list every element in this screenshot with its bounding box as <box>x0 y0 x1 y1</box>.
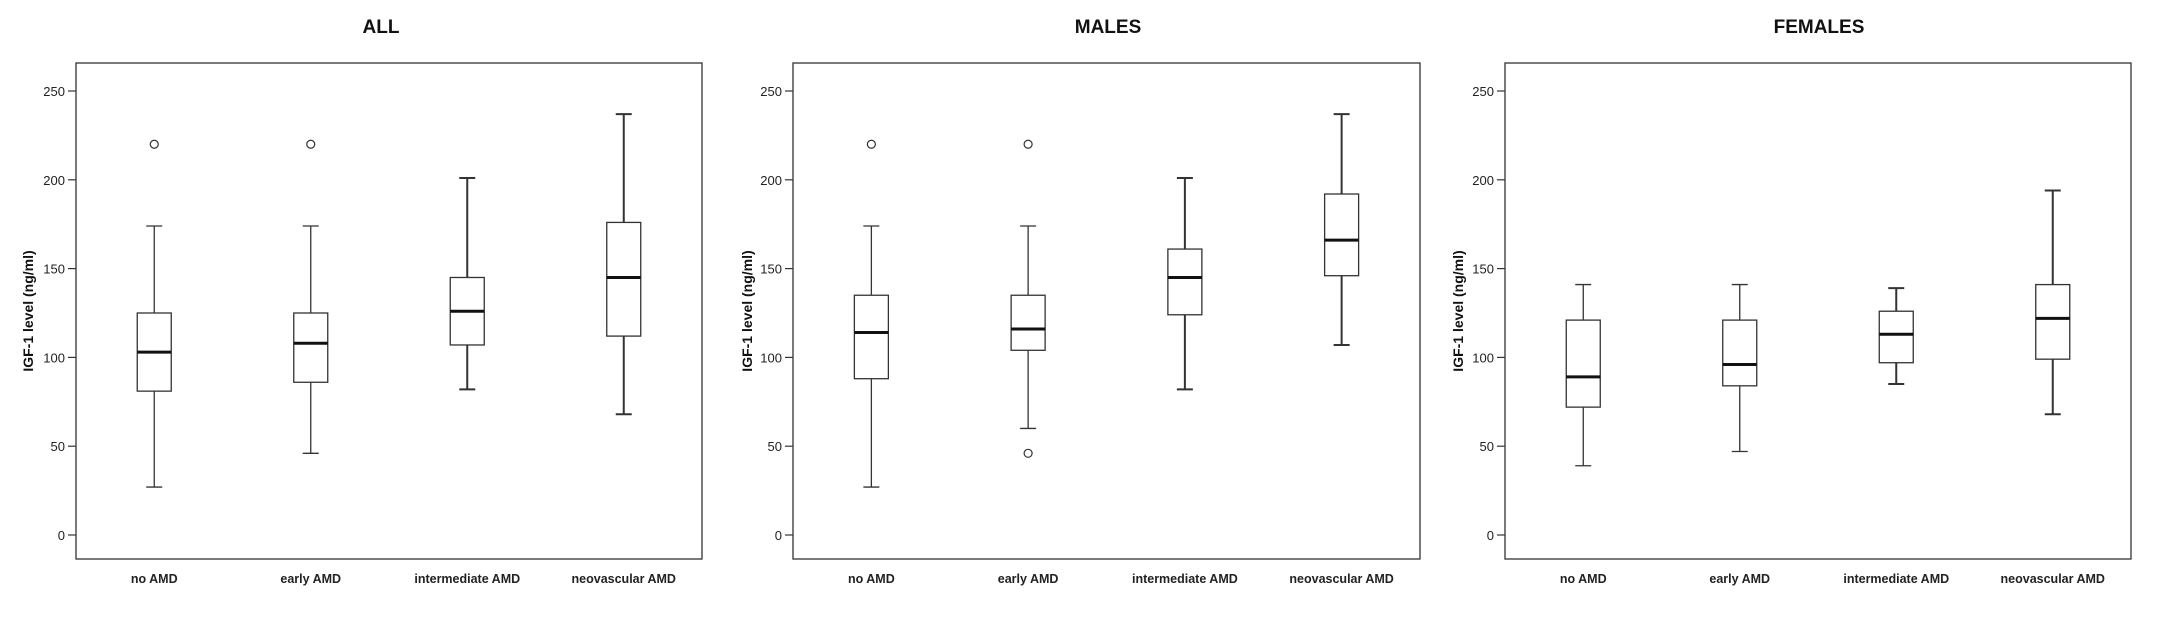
box-early-amd <box>1010 139 1046 458</box>
x-category-label: no AMD <box>131 572 178 586</box>
plot-frame <box>75 62 703 560</box>
x-category-label: intermediate AMD <box>1843 572 1949 586</box>
y-axis-label: IGF-1 level (ng/ml) <box>20 250 36 371</box>
iqr-box <box>1878 310 1914 364</box>
box-no-amd <box>1565 283 1601 467</box>
y-tick-label: 50 <box>1480 439 1494 454</box>
box-neovascular-amd <box>2035 189 2071 416</box>
outlier-point <box>306 139 316 149</box>
outlier-point <box>149 139 159 149</box>
panel-females: FEMALES 0 50 100 150 200 250 IGF-1 level (ng/ml… <box>1450 17 2132 586</box>
box-intermediate-amd <box>449 177 485 391</box>
y-tick-label: 100 <box>43 350 65 365</box>
panel-title: MALES <box>1075 17 1142 38</box>
y-tick-label: 150 <box>1472 262 1494 277</box>
outlier-point <box>1023 139 1033 149</box>
y-tick-label: 0 <box>775 528 782 543</box>
x-category-label: intermediate AMD <box>414 572 520 586</box>
y-tick-label: 150 <box>43 262 65 277</box>
y-axis-label: IGF-1 level (ng/ml) <box>1450 250 1466 371</box>
y-tick-label: 200 <box>1472 173 1494 188</box>
iqr-box <box>293 312 329 383</box>
box-no-amd <box>136 139 172 488</box>
x-category-label: no AMD <box>1560 572 1607 586</box>
y-tick-label: 250 <box>760 84 782 99</box>
y-tick-label: 200 <box>760 173 782 188</box>
iqr-box <box>1010 294 1046 351</box>
y-tick-label: 0 <box>1487 528 1494 543</box>
panel-title: ALL <box>363 17 400 38</box>
box-early-amd <box>293 139 329 454</box>
y-tick-label: 50 <box>51 439 65 454</box>
box-no-amd <box>853 139 890 488</box>
iqr-box <box>853 294 890 380</box>
x-category-label: early AMD <box>280 572 341 586</box>
plot-frame <box>1504 62 2132 560</box>
panel-males: MALES 0 50 100 150 200 250 IGF-1 level (ng/ml) n… <box>739 17 1421 586</box>
iqr-box <box>1323 193 1360 277</box>
y-tick-label: 200 <box>43 173 65 188</box>
box-neovascular-amd <box>1323 113 1360 346</box>
x-category-label: no AMD <box>848 572 895 586</box>
box-intermediate-amd <box>1167 177 1203 391</box>
panel-all: ALL 0 50 100 150 200 250 IGF-1 level (ng/ml) no … <box>20 17 703 586</box>
box-intermediate-amd <box>1878 287 1914 386</box>
y-tick-label: 50 <box>768 439 782 454</box>
iqr-box <box>606 221 642 337</box>
y-tick-label: 100 <box>1472 350 1494 365</box>
x-category-label: neovascular AMD <box>2001 572 2105 586</box>
outlier-point <box>866 139 876 149</box>
iqr-box <box>1722 319 1758 387</box>
x-category-label: intermediate AMD <box>1132 572 1238 586</box>
x-category-label: early AMD <box>998 572 1059 586</box>
y-tick-label: 100 <box>760 350 782 365</box>
box-neovascular-amd <box>606 113 642 416</box>
y-tick-label: 0 <box>58 528 65 543</box>
iqr-box <box>2035 283 2071 360</box>
x-category-label: early AMD <box>1709 572 1770 586</box>
x-category-label: neovascular AMD <box>1289 572 1393 586</box>
x-category-label: neovascular AMD <box>572 572 676 586</box>
plot-frame <box>792 62 1421 560</box>
y-tick-label: 250 <box>43 84 65 99</box>
box-early-amd <box>1722 283 1758 453</box>
y-tick-label: 250 <box>1472 84 1494 99</box>
panel-title: FEMALES <box>1774 17 1865 38</box>
y-tick-label: 150 <box>760 262 782 277</box>
iqr-box <box>1565 319 1601 408</box>
outlier-point <box>1023 448 1033 458</box>
y-axis-label: IGF-1 level (ng/ml) <box>739 250 755 371</box>
iqr-box <box>1167 248 1203 316</box>
